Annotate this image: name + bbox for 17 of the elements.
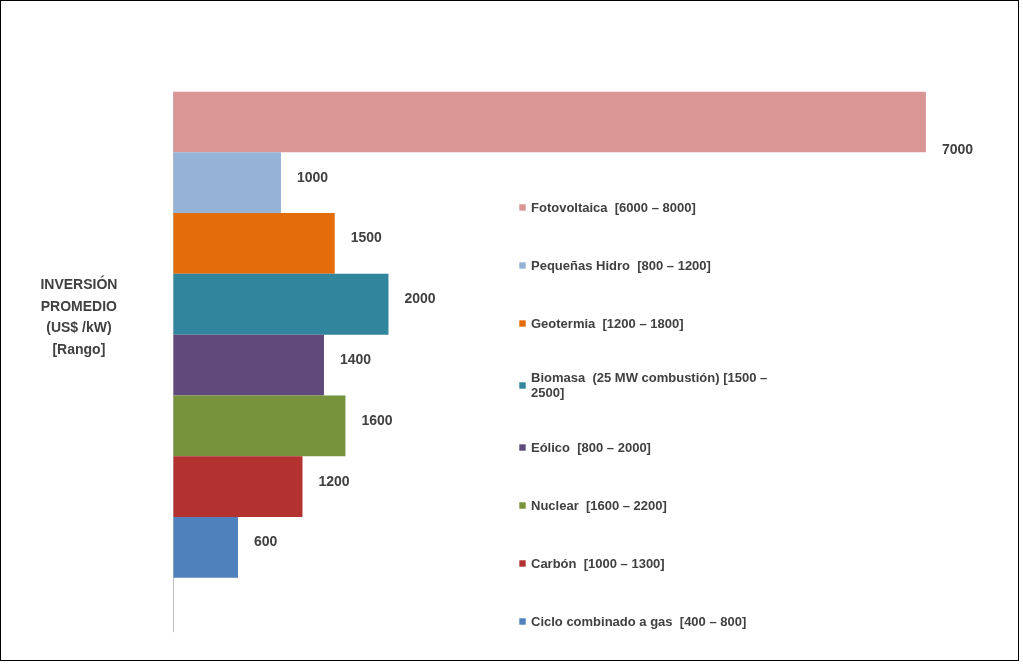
data-label: 1500 (350, 229, 383, 246)
data-label: 7000 (941, 141, 974, 158)
legend-label: Biomasa (25 MW combustión) [1500 – 2500] (531, 370, 768, 400)
legend-label: Pequeñas Hidro [800 – 1200] (531, 256, 711, 275)
data-label: 1600 (361, 411, 393, 428)
legend-label: Fotovoltaica [6000 – 8000] (531, 198, 696, 217)
data-label: 1400 (339, 350, 372, 367)
data-label: 600 (253, 533, 278, 550)
legend-label: Carbón [1000 – 1300] (531, 554, 665, 573)
legend-label: Nuclear [1600 – 2200] (531, 496, 667, 515)
text: INVERSIÓN PROMEDIO (US$ /kW) [Rango] (40, 275, 118, 357)
legend-label: Eólico [800 – 2000] (531, 438, 651, 457)
legend-label: Geotermia [1200 – 1800] (531, 314, 684, 333)
data-label: 1000 (296, 168, 329, 185)
data-label: 1200 (318, 472, 350, 489)
data-label: 2000 (404, 290, 436, 307)
legend-label: Ciclo combinado a gas [400 – 800] (531, 612, 747, 631)
